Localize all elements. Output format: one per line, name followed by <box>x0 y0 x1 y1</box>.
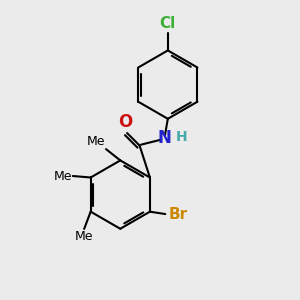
Text: Me: Me <box>87 135 105 148</box>
Text: Br: Br <box>168 207 188 222</box>
Text: Cl: Cl <box>160 16 176 32</box>
Text: O: O <box>118 113 133 131</box>
Text: Me: Me <box>53 169 72 182</box>
Text: Me: Me <box>75 230 93 243</box>
Text: N: N <box>158 129 172 147</box>
Text: H: H <box>176 130 188 144</box>
